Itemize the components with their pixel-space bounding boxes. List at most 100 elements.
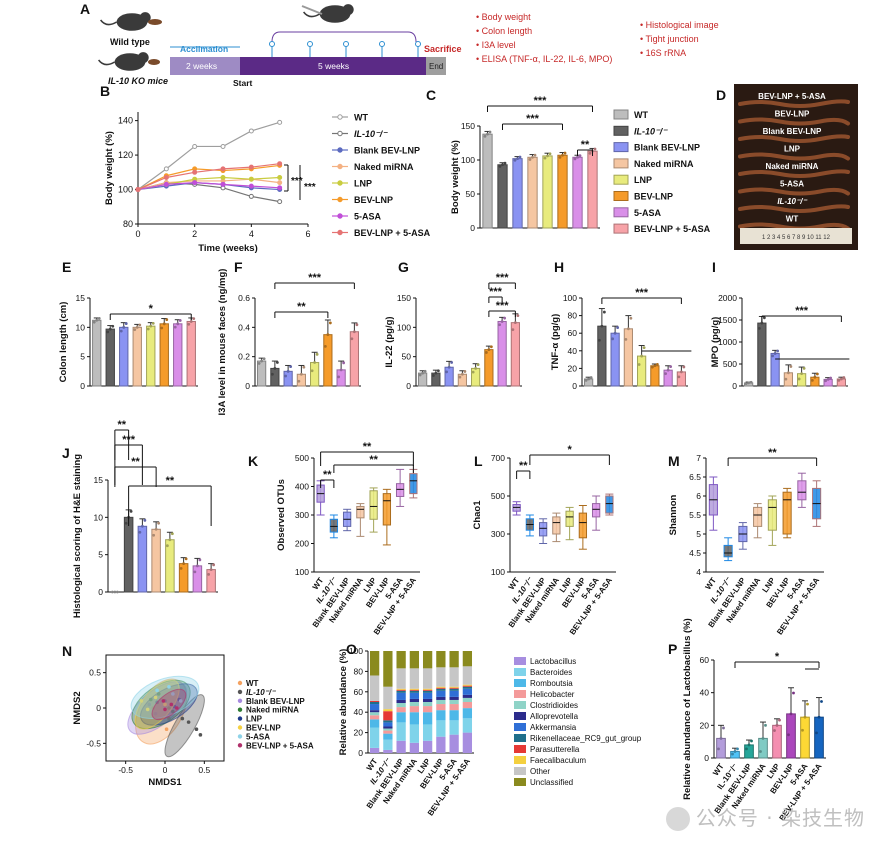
panel-letter: F: [234, 259, 243, 275]
panel-B: 80 100 120 140 0 2 4 6 Time (weeks) Body weight (…: [104, 112, 431, 254]
x-tick-label: 0: [163, 765, 168, 775]
data-point: [421, 371, 425, 375]
series-point: [248, 176, 254, 182]
data-point: [275, 361, 279, 364]
series-point: [220, 174, 226, 180]
y-tick-label: 100: [563, 293, 577, 303]
box: [538, 522, 548, 537]
treatment-bar: [240, 57, 426, 75]
y-tick-label: 300: [295, 510, 309, 520]
colon-label: IL-10⁻/⁻: [777, 197, 807, 206]
group-ellipse: [131, 679, 191, 730]
stack-segment: [422, 689, 433, 691]
series-point: [277, 119, 283, 125]
legend-label: Naked miRNA: [246, 706, 299, 715]
y-tick-label: 80: [123, 219, 133, 229]
wechat-logo-icon: [665, 807, 690, 831]
bar: [92, 319, 102, 387]
data-point: [776, 349, 780, 353]
data-point: [129, 509, 133, 513]
stack-segment: [449, 699, 459, 705]
acclimation-bar: [170, 57, 240, 75]
stack-segment: [369, 710, 380, 713]
data-point: [310, 369, 314, 373]
ko-mouse-icon-tail: [98, 59, 115, 66]
stack-segment: [422, 651, 433, 669]
sample-point: [178, 699, 183, 703]
stack-segment: [409, 689, 420, 691]
sample-point: [169, 702, 174, 707]
data-point: [531, 155, 534, 159]
data-point: [342, 361, 346, 365]
stack-segment: [422, 712, 433, 725]
sacrifice-label: Sacrifice: [424, 44, 462, 54]
data-point: [299, 372, 303, 376]
legend-marker: [237, 698, 243, 703]
legend-label: Bacteroides: [530, 668, 572, 677]
y-tick-label: 0: [358, 748, 363, 758]
group-ellipse: [164, 694, 205, 758]
stack-segment: [436, 704, 446, 711]
timepoint-marker: [379, 41, 385, 47]
y-tick-label: 0: [704, 753, 709, 763]
data-point: [262, 357, 266, 361]
y-tick-label: 200: [295, 539, 309, 549]
data-point: [588, 151, 592, 155]
wild-type-mouse-icon-tail: [100, 19, 117, 26]
y-tick-label: 0.6: [238, 293, 250, 303]
data-point: [771, 354, 775, 358]
stack-segment: [383, 726, 393, 729]
data-point: [110, 590, 114, 594]
data-point: [476, 363, 480, 367]
bar: [597, 325, 607, 387]
data-point: [789, 365, 793, 368]
data-point: [195, 564, 199, 568]
y-tick-label: 4: [696, 567, 701, 577]
stack-segment: [449, 720, 459, 735]
data-point: [182, 562, 186, 566]
data-point: [431, 374, 435, 377]
sig-label: ***: [795, 305, 809, 317]
bar: [270, 367, 280, 387]
sig-label: ***: [122, 434, 136, 446]
stack-segment: [369, 719, 380, 728]
stack-segment: [383, 728, 393, 731]
stack-segment: [462, 708, 473, 719]
panel-letter: J: [62, 445, 70, 461]
feces-icon: [148, 19, 162, 25]
data-point: [474, 367, 478, 370]
data-point: [817, 715, 821, 719]
data-point: [154, 527, 158, 531]
legend-marker: [237, 716, 243, 721]
y-tick-label: 20: [700, 720, 710, 730]
data-point: [815, 372, 819, 376]
bar: [137, 525, 148, 593]
box: [753, 506, 763, 527]
y-tick-label: 5.5: [689, 510, 701, 520]
sample-point: [147, 702, 152, 707]
data-point: [513, 158, 517, 162]
stack-segment: [383, 739, 393, 750]
box: [395, 483, 405, 497]
panel-letter: C: [426, 87, 436, 103]
data-point: [602, 310, 606, 314]
data-point: [787, 733, 790, 737]
series-line: [137, 182, 280, 191]
timepoint-marker: [307, 41, 313, 47]
data-point: [187, 322, 191, 326]
data-point: [179, 567, 183, 570]
data-point: [750, 739, 753, 743]
data-point: [829, 376, 833, 380]
data-point: [355, 323, 359, 327]
legend-swatch: [613, 174, 629, 185]
y-tick-label: 120: [118, 150, 133, 160]
data-point: [209, 568, 213, 571]
data-point: [640, 354, 644, 358]
legend-swatch: [514, 767, 526, 775]
data-point: [289, 365, 293, 369]
y-tick-label: 100: [295, 567, 309, 577]
timepoint-marker: [343, 41, 349, 47]
